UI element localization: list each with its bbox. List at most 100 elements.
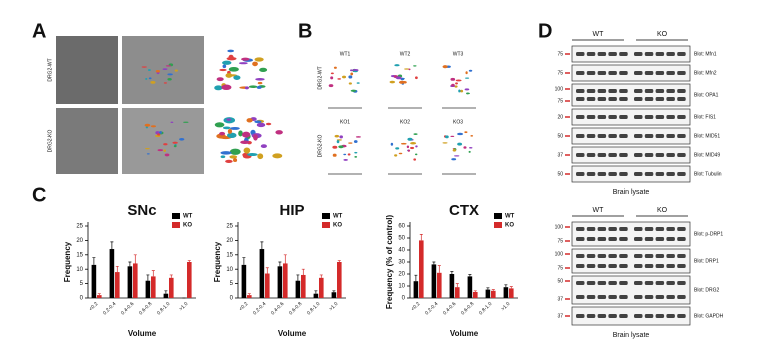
mito-shape [144,123,151,127]
mito-shape [404,68,410,70]
mito-shape [257,81,263,85]
marker-label: 50 [557,133,563,139]
bar [419,240,424,298]
mito-shape [410,141,417,145]
mito-shape [390,142,394,146]
bar [313,293,319,298]
band [619,227,628,231]
x-tick-label: <0.2 [238,301,249,312]
band [586,264,596,268]
blot-label: Blot: OPA1 [694,92,719,98]
band [644,153,654,157]
band [655,295,665,299]
band [597,115,607,119]
band [666,134,675,138]
bar [169,277,174,298]
band [677,153,686,157]
mito-shape [256,85,262,89]
band [655,71,665,75]
band [576,97,585,101]
row-label: DRG2-WT [47,58,53,81]
band [666,52,675,56]
mito-shape [174,69,178,72]
legend-swatch [494,222,502,228]
band [655,134,665,138]
error-bar [187,260,191,262]
error-bar [164,290,168,294]
group-label: WT [593,31,605,38]
band [576,153,585,157]
mito-shape [214,85,223,91]
band [655,237,665,241]
chart-title: SNc [127,202,156,219]
y-tick-label: 15 [76,252,83,258]
error-bar [319,274,323,278]
x-tick-label: >1.0 [328,301,339,312]
band [655,97,665,101]
mito-shape [354,156,358,158]
band [608,295,617,299]
mito-shape [248,85,258,89]
band [576,71,585,75]
band [634,115,643,119]
y-tick-label: 20 [76,238,83,244]
band [608,71,617,75]
mito-shape [238,62,248,65]
legend-swatch [172,222,180,228]
band [634,89,643,93]
mito-shape [347,153,351,156]
error-bar [468,274,472,277]
band [597,281,607,285]
band [586,153,596,157]
mito-shape [247,153,258,157]
error-bar [133,254,137,264]
band [655,281,665,285]
marker-label: 100 [555,251,564,257]
marker-label: 75 [557,265,563,271]
x-tick-label: 0.4-0.6 [120,301,135,316]
blot-label: Blot: GAPDH [694,313,724,319]
blot-label: Blot: DRP1 [694,258,719,264]
band [634,295,643,299]
mito-shape [159,131,162,134]
mito-shape [350,69,353,72]
band [597,254,607,258]
mito-shape [148,77,152,80]
mito-shape [394,64,400,67]
blot-label: Blot: Tubulin [694,171,722,177]
mito-shape [179,138,185,141]
mito-shape [452,149,457,152]
bar [301,274,306,298]
band [586,254,596,258]
band [644,314,654,318]
band [608,281,617,285]
band [608,52,617,56]
band [677,89,686,93]
error-bar [473,290,477,292]
mito-shape [214,122,225,128]
mito-shape [147,69,151,72]
blot-label: Blot: p-DRP1 [694,231,723,237]
mito-shape [465,71,468,75]
mito-shape [415,76,418,80]
band [586,227,596,231]
bar [145,280,151,298]
bar [187,262,192,298]
mito-shape [238,130,243,137]
mito-shape [463,146,467,149]
band [644,71,654,75]
bar [337,262,342,298]
x-tick-label: 0.6-0.8 [138,301,153,316]
mito-shape [150,125,156,128]
error-bar [169,274,173,278]
marker-label: 20 [557,114,563,120]
x-tick-label: 0.6-0.8 [460,301,475,316]
band [619,295,628,299]
band [586,237,596,241]
error-bar [146,274,150,281]
x-tick-label: 0.8-1.0 [306,301,321,316]
band [634,52,643,56]
band [634,254,643,258]
y-tick-label: 5 [80,281,84,287]
band [619,97,628,101]
